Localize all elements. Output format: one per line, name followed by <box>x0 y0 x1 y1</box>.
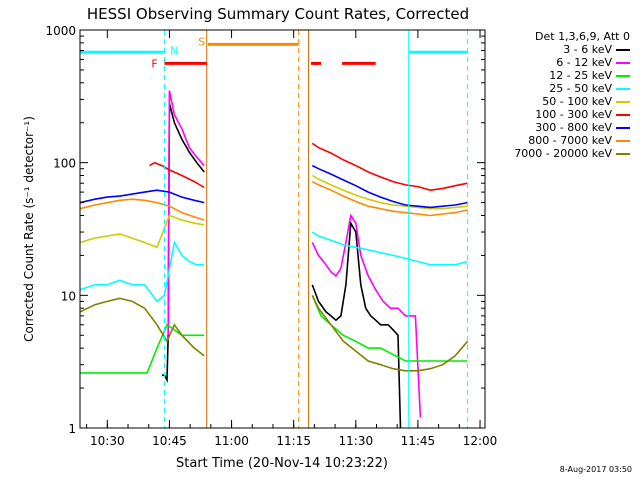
series-line-7-0 <box>79 198 205 221</box>
series-line-5-1 <box>311 142 468 192</box>
x-tick-label-1: 10:45 <box>152 434 187 448</box>
plot-frame <box>79 29 486 429</box>
legend-swatch <box>616 62 630 64</box>
flag-marker-N: N <box>170 45 178 58</box>
series-line-2-0 <box>80 323 205 374</box>
series-line-1-0 <box>167 90 205 336</box>
series-line-5-0 <box>149 161 205 189</box>
legend-item-5: 100 - 300 keV <box>490 108 630 121</box>
series-line-1-1 <box>311 213 422 418</box>
series-line-8-1 <box>311 294 469 372</box>
legend-swatch <box>616 127 630 129</box>
legend-swatch <box>616 88 630 90</box>
legend-label: 3 - 6 keV <box>563 43 612 56</box>
y-tick-label-1: 10 <box>61 289 76 303</box>
x-tick-label-0: 10:30 <box>90 434 125 448</box>
legend-swatch <box>616 101 630 103</box>
legend-item-1: 6 - 12 keV <box>490 56 630 69</box>
y-tick-label-0: 1 <box>68 422 76 436</box>
legend-label: 50 - 100 keV <box>542 95 612 108</box>
legend-label: 300 - 800 keV <box>535 121 612 134</box>
legend-item-2: 12 - 25 keV <box>490 69 630 82</box>
legend: Det 1,3,6,9, Att 0 3 - 6 keV 6 - 12 keV 12… <box>490 30 635 165</box>
legend-item-8: 7000 - 20000 keV <box>490 147 630 160</box>
series-line-6-0 <box>79 189 205 204</box>
legend-label: 100 - 300 keV <box>535 108 612 121</box>
series-line-7-1 <box>311 180 468 217</box>
series-line-4-0 <box>79 214 205 249</box>
x-tick-label-2: 11:00 <box>214 434 249 448</box>
y-axis-label: Corrected Count Rate (s⁻¹ detector⁻¹) <box>22 116 36 342</box>
legend-swatch <box>616 75 630 77</box>
flag-marker-S: S <box>198 35 205 48</box>
series-line-6-1 <box>311 164 468 209</box>
legend-swatch <box>616 153 630 155</box>
series-line-3-0 <box>79 240 205 303</box>
legend-item-0: 3 - 6 keV <box>490 43 630 56</box>
x-axis-label: Start Time (20-Nov-14 10:23:22) <box>176 456 388 471</box>
legend-swatch <box>616 49 630 51</box>
timestamp: 8-Aug-2017 03:50 <box>559 465 632 474</box>
x-tick-label-5: 11:45 <box>401 434 436 448</box>
series-line-4-1 <box>311 174 468 210</box>
legend-header: Det 1,3,6,9, Att 0 <box>535 30 630 43</box>
legend-item-3: 25 - 50 keV <box>490 82 630 95</box>
legend-label: 6 - 12 keV <box>556 56 612 69</box>
legend-label: 800 - 7000 keV <box>528 134 612 147</box>
y-tick-label-2: 100 <box>53 157 76 171</box>
x-tick-label-6: 12:00 <box>463 434 498 448</box>
flag-marker-F: F <box>151 57 157 70</box>
series-line-2-1 <box>311 294 468 362</box>
y-tick-label-3: 1000 <box>45 24 76 38</box>
legend-label: 7000 - 20000 keV <box>514 147 612 160</box>
legend-item-4: 50 - 100 keV <box>490 95 630 108</box>
axis-layer: 10:30 10:45 11:00 11:15 11:30 11:45 12:00 1 10 10… <box>45 24 497 448</box>
series-layer <box>79 90 469 429</box>
chart-title: HESSI Observing Summary Count Rates, Cor… <box>87 5 469 23</box>
legend-label: 25 - 50 keV <box>549 82 612 95</box>
x-tick-label-3: 11:15 <box>276 434 311 448</box>
legend-swatch <box>616 114 630 116</box>
series-line-8-0 <box>79 297 205 357</box>
overlay-layer: FN S <box>79 30 469 428</box>
series-line-0-0 <box>162 103 205 384</box>
series-line-0-1 <box>311 220 402 429</box>
legend-swatch <box>616 140 630 142</box>
legend-item-6: 300 - 800 keV <box>490 121 630 134</box>
series-line-3-1 <box>311 231 468 266</box>
legend-item-7: 800 - 7000 keV <box>490 134 630 147</box>
legend-label: 12 - 25 keV <box>549 69 612 82</box>
x-tick-label-4: 11:30 <box>339 434 374 448</box>
